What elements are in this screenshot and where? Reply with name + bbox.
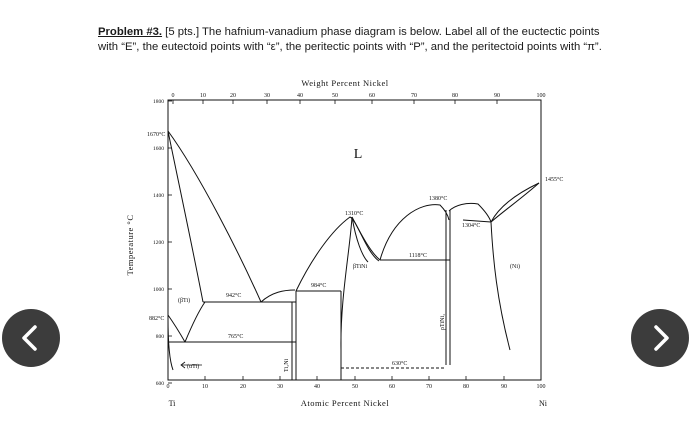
bottom-tick-label: 40: [314, 384, 320, 390]
bottom-tick-label: 80: [463, 384, 469, 390]
bottom-tick-label: 50: [352, 384, 358, 390]
top-tick-label: 20: [230, 93, 236, 99]
phase-label-beta-ti: (βTi): [178, 297, 190, 304]
next-button[interactable]: [631, 309, 689, 367]
problem-statement: Problem #3. [5 pts.] The hafnium-vanadiu…: [98, 25, 603, 55]
y-tick-label: 1800: [153, 99, 164, 105]
right-element-label: Ni: [539, 399, 548, 408]
chevron-right-icon: [654, 325, 669, 351]
y-axis-title: Temperature °C: [125, 214, 135, 275]
bottom-tick-label: 0: [167, 384, 170, 390]
bottom-tick-label: 90: [501, 384, 507, 390]
top-tick-label: 100: [537, 93, 546, 99]
phase-boundaries: [167, 130, 540, 371]
top-tick-label: 0: [172, 93, 175, 99]
phase-label-ti2ni: Ti₂Ni: [284, 358, 290, 372]
bottom-tick-label: 20: [240, 384, 246, 390]
top-tick-label: 10: [200, 93, 206, 99]
phase-label-alpha-ti: (αTi): [187, 363, 199, 370]
y-tick-label: 800: [156, 334, 165, 340]
left-element-label: Ti: [169, 399, 177, 408]
y-tick-label: 1000: [153, 287, 164, 293]
y-tick-label: 1400: [153, 193, 164, 199]
previous-button[interactable]: [2, 309, 60, 367]
top-tick-label: 60: [369, 93, 375, 99]
temp-label-882: 882°C: [149, 315, 164, 322]
chevron-left-icon: [22, 325, 37, 351]
bottom-tick-label: 60: [389, 384, 395, 390]
temp-label-1380: 1380°C: [429, 195, 447, 202]
top-tick-label: 70: [411, 93, 417, 99]
bottom-tick-label: 100: [537, 384, 546, 390]
top-tick-label: 80: [452, 93, 458, 99]
bottom-tick-label: 70: [426, 384, 432, 390]
bottom-axis-title: Atomic Percent Nickel: [301, 398, 390, 408]
phase-label-beta-tini: βTiNi: [353, 264, 368, 270]
phase-label-rho-tini3: ρTiNi₃: [440, 314, 446, 330]
top-tick-label: 40: [297, 93, 303, 99]
temp-label-1310: 1310°C: [345, 210, 363, 217]
top-axis-ticks: [172, 100, 542, 104]
temp-label-984: 984°C: [311, 282, 326, 289]
bottom-axis-ticks: [167, 376, 542, 380]
temp-label-765: 765°C: [228, 333, 243, 340]
plot-frame: [167, 99, 542, 381]
top-tick-label: 30: [264, 93, 270, 99]
bottom-tick-label: 30: [277, 384, 283, 390]
isotherm-lines: [168, 259, 450, 380]
top-tick-label: 50: [332, 93, 338, 99]
y-tick-label: 600: [156, 381, 165, 387]
arrow-marks: [180, 361, 202, 369]
bottom-tick-label: 10: [202, 384, 208, 390]
temp-label-942: 942°C: [226, 292, 241, 299]
y-tick-label: 1600: [153, 146, 164, 152]
top-axis-title: Weight Percent Nickel: [301, 78, 388, 88]
temp-label-630: 630°C: [392, 360, 407, 367]
temp-label-1455: 1455°C: [545, 176, 563, 183]
phase-label-ni: (Ni): [510, 263, 520, 270]
top-tick-label: 90: [494, 93, 500, 99]
temp-label-1670: 1670°C: [147, 131, 165, 138]
temp-label-1304: 1304°C: [462, 222, 480, 229]
y-tick-label: 1200: [153, 240, 164, 246]
temp-label-1118: 1118°C: [409, 252, 427, 259]
problem-number: Problem #3.: [98, 26, 163, 38]
liquid-label: L: [354, 147, 363, 162]
problem-text: [5 pts.] The hafnium-vanadium phase diag…: [98, 26, 602, 53]
